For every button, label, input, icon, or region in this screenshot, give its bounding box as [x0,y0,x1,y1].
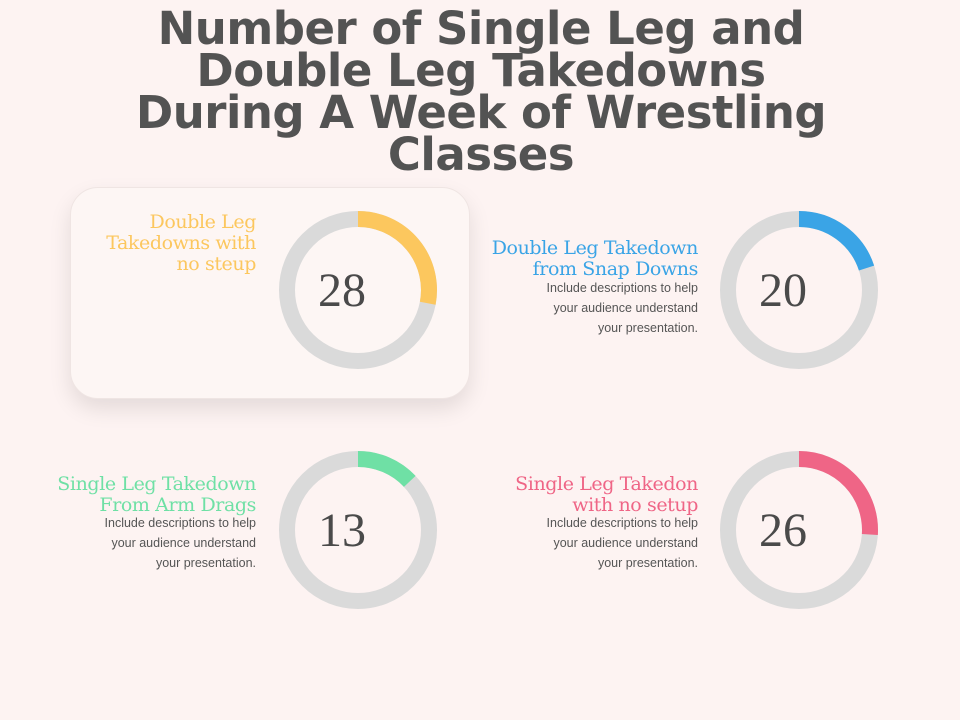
chart-title: Number of Single Leg and Double Leg Take… [135,2,827,181]
highlight-card [70,187,470,399]
donut-chart-double-leg-no-setup: 28 [279,211,437,369]
item-label-single-leg-arm-drags: Single Leg Takedown From Arm Drags [57,473,256,516]
item-label-single-leg-no-setup: Single Leg Takedon with no setup [515,473,698,516]
donut-chart-double-leg-snap-downs: 20 [720,211,878,369]
item-description-single-leg-arm-drags: Include descriptions to help your audien… [104,516,256,570]
donut-arc-double-leg-snap-downs [798,211,875,271]
donut-value-single-leg-no-setup: 26 [759,504,807,557]
donut-value-single-leg-arm-drags: 13 [318,504,366,557]
donut-arc-double-leg-no-setup [357,211,437,305]
donut-chart-single-leg-arm-drags: 13 [279,451,437,609]
donut-value-double-leg-snap-downs: 20 [759,264,807,317]
donut-arc-single-leg-no-setup [798,451,878,535]
item-label-double-leg-snap-downs: Double Leg Takedown from Snap Downs [491,237,699,280]
item-description-double-leg-snap-downs: Include descriptions to help your audien… [546,281,698,335]
donut-chart-single-leg-no-setup: 26 [720,451,878,609]
item-description-single-leg-no-setup: Include descriptions to help your audien… [546,516,698,570]
donut-value-double-leg-no-setup: 28 [318,264,366,317]
donut-arc-single-leg-arm-drags [357,451,416,488]
item-label-double-leg-no-setup: Double Leg Takedowns with no steup [106,211,256,275]
